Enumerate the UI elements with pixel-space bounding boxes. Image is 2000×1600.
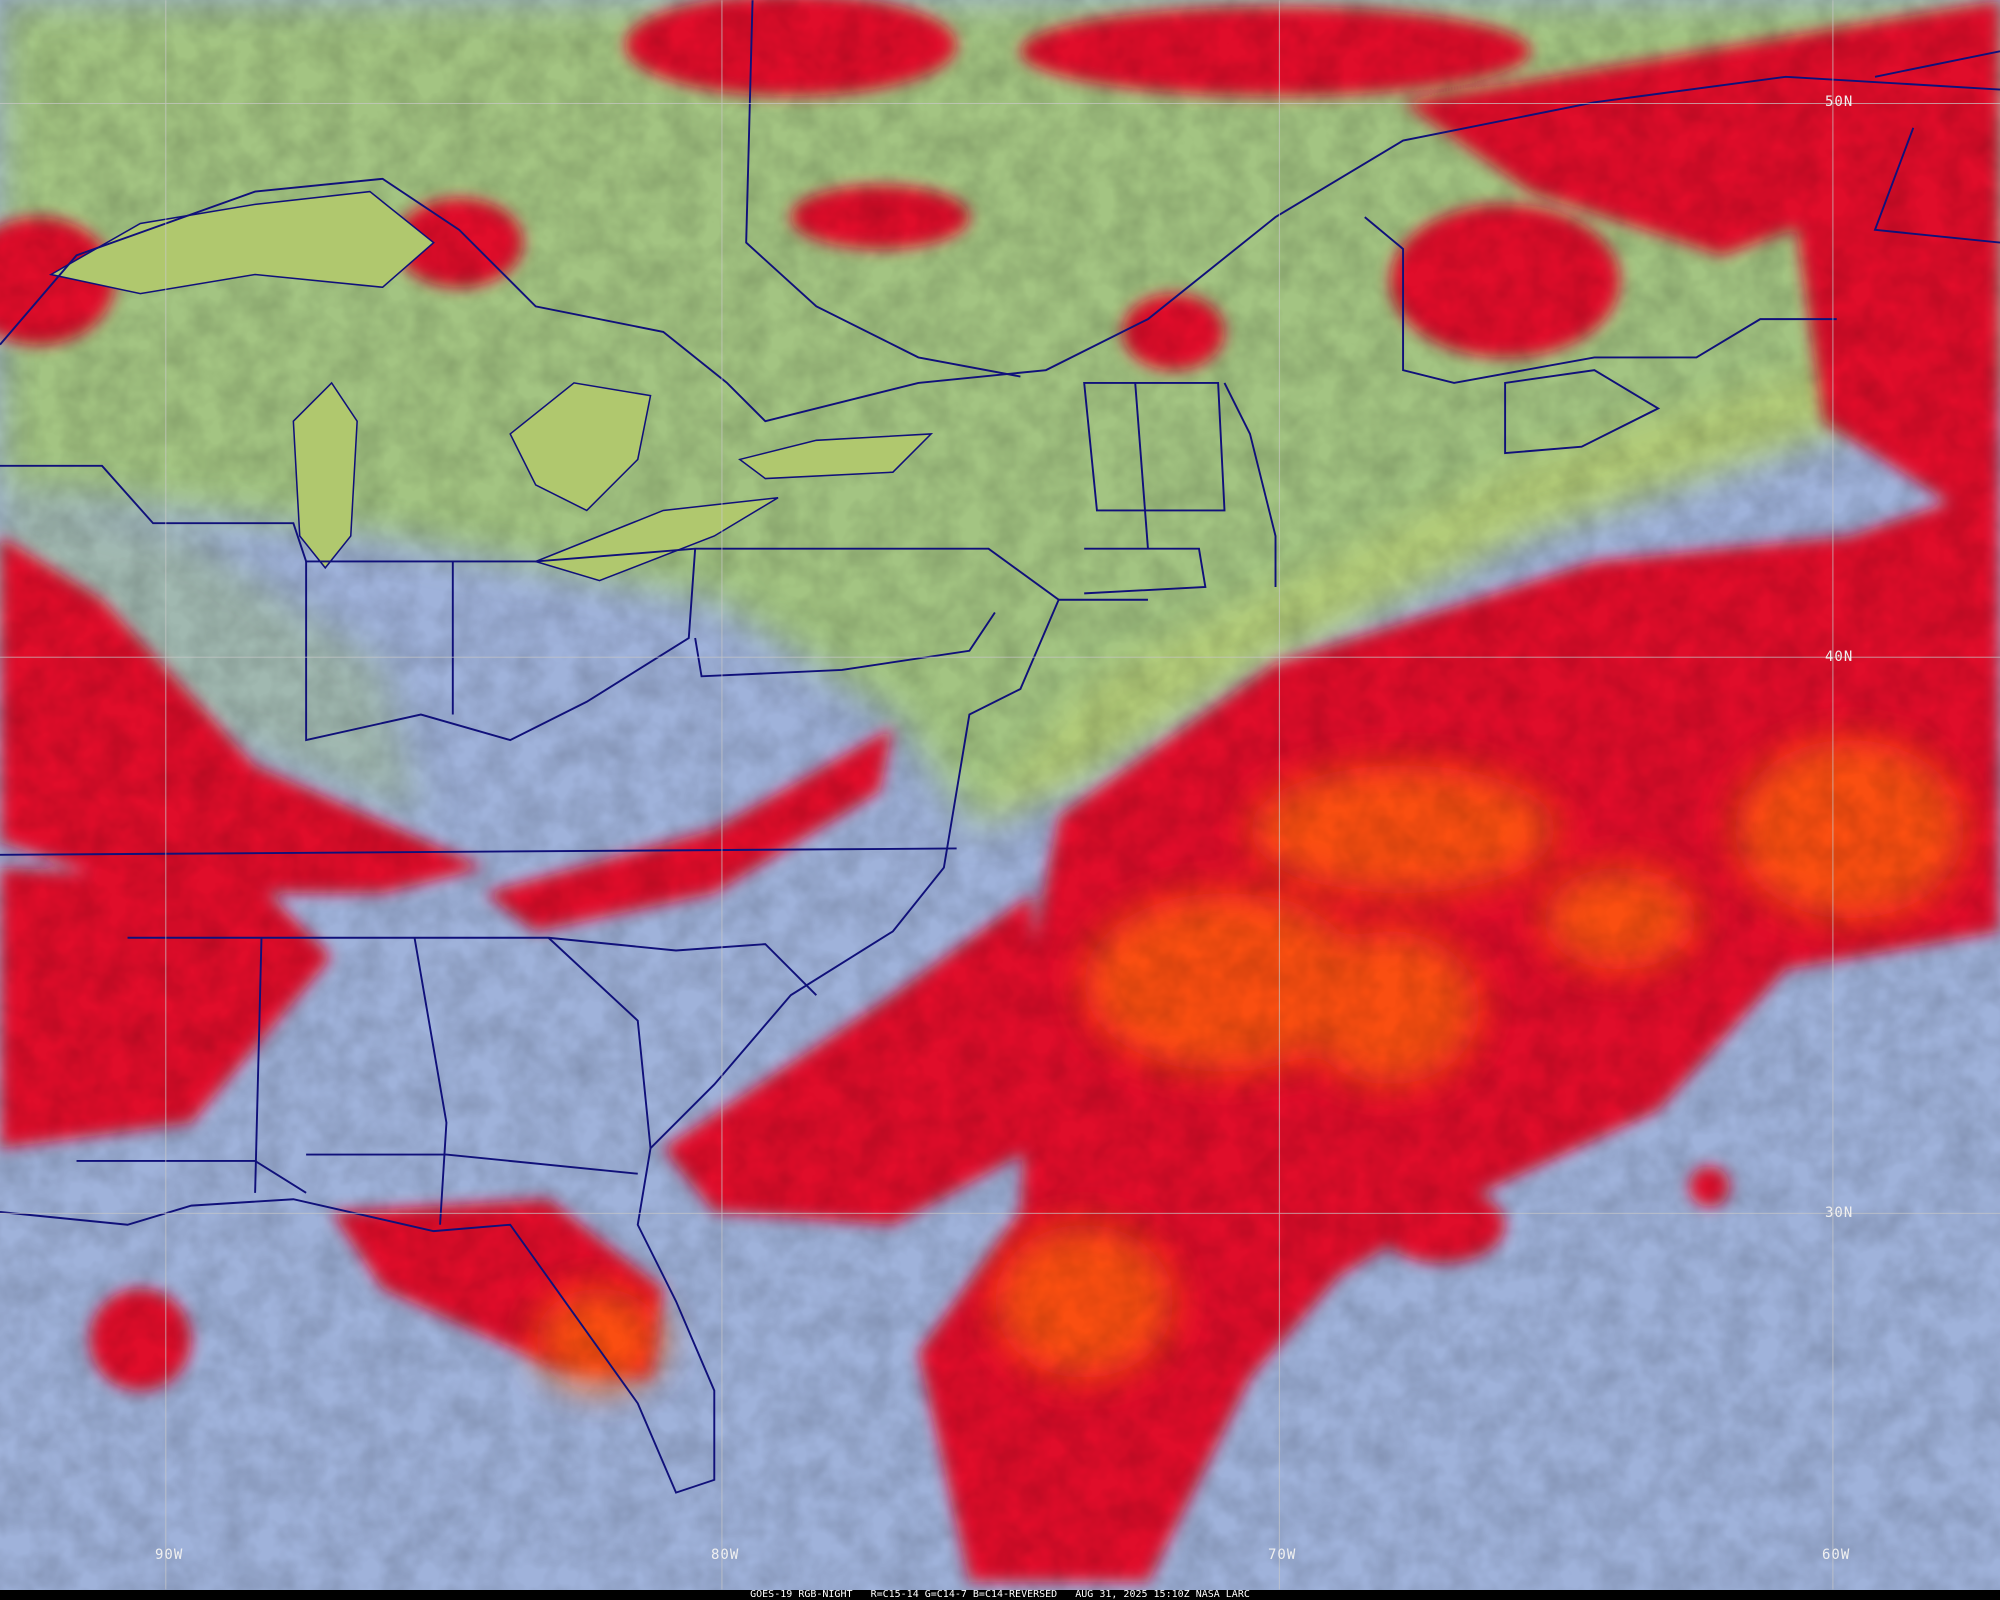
latitude-label-30n: 30N [1825, 1205, 1854, 1221]
lake-huron [509, 382, 652, 512]
caption-credit: NASA LARC [1195, 1589, 1250, 1600]
longitude-label-70w: 70W [1268, 1547, 1297, 1563]
caption-satellite: GOES-19 [750, 1589, 793, 1600]
lake-michigan [292, 381, 358, 570]
lake-superior [48, 190, 435, 295]
longitude-label-60w: 60W [1822, 1547, 1851, 1563]
caption-datetime: AUG 31, 2025 15:10Z [1075, 1589, 1190, 1600]
caption-product: RGB-NIGHT [798, 1589, 853, 1600]
caption-recipe: R=C15-14 G=C14-7 B=C14-REVERSED [870, 1589, 1058, 1600]
political-borders [0, 0, 2000, 1494]
great-lakes [48, 190, 934, 582]
lake-erie [533, 496, 779, 582]
latitude-label-40n: 40N [1825, 649, 1854, 665]
lake-ontario [738, 433, 934, 480]
latitude-label-50n: 50N [1825, 94, 1854, 110]
longitude-label-80w: 80W [711, 1547, 740, 1563]
image-caption-bar: GOES-19 RGB-NIGHT R=C15-14 G=C14-7 B=C14… [0, 1590, 2000, 1600]
longitude-label-90w: 90W [155, 1547, 184, 1563]
